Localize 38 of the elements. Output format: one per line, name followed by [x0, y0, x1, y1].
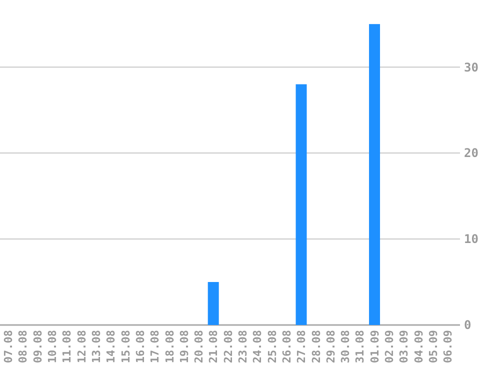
x-tick-label: 08.08	[16, 330, 30, 364]
x-tick-label: 20.08	[192, 330, 206, 364]
x-tick-label: 14.08	[104, 330, 118, 364]
x-tick-label: 17.08	[148, 330, 162, 364]
x-tick-label: 23.08	[236, 330, 250, 364]
x-tick-label: 05.09	[426, 330, 440, 364]
x-tick-label: 16.08	[134, 330, 147, 364]
x-tick-label: 03.09	[398, 330, 411, 364]
x-tick-label: 11.08	[60, 330, 74, 364]
x-tick-label: 26.08	[280, 330, 294, 364]
x-tick-label: 10.08	[46, 330, 60, 364]
bar	[369, 24, 380, 325]
x-tick-label: 09.08	[31, 330, 44, 364]
y-tick-label: 30	[464, 60, 478, 74]
bar	[296, 84, 307, 325]
x-tick-label: 07.08	[2, 330, 16, 364]
x-tick-label: 06.09	[442, 330, 455, 364]
x-tick-label: 13.08	[90, 330, 103, 364]
x-tick-label: 21.08	[207, 330, 220, 364]
y-tick-label: 20	[464, 146, 478, 160]
x-tick-label: 02.09	[383, 330, 396, 364]
x-tick-label: 29.08	[324, 330, 338, 364]
y-tick-label: 10	[464, 232, 478, 246]
x-tick-label: 24.08	[251, 330, 264, 364]
x-tick-label: 25.08	[266, 330, 279, 364]
x-tick-label: 12.08	[75, 330, 88, 364]
y-tick-label: 0	[464, 318, 472, 332]
x-tick-label: 19.08	[178, 330, 191, 364]
x-tick-label: 18.08	[163, 330, 176, 364]
x-tick-label: 15.08	[119, 330, 132, 364]
x-tick-label: 30.08	[339, 330, 352, 364]
x-tick-label: 04.09	[412, 330, 426, 364]
x-tick-label: 31.08	[354, 330, 367, 364]
x-tick-label: 27.08	[295, 330, 308, 364]
x-tick-label: 01.09	[368, 330, 382, 364]
x-tick-label: 22.08	[222, 330, 235, 364]
x-tick-label: 28.08	[310, 330, 323, 364]
bar	[208, 282, 219, 325]
